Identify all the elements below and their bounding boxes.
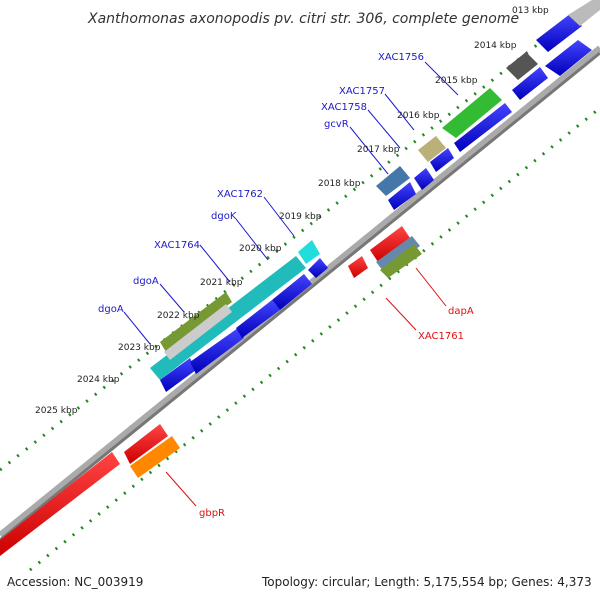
forward-gene-labels: XAC1756 XAC1757 XAC1758 gcvR XAC1762 dgo… [98, 52, 459, 345]
tick-label: 2021 kbp [200, 278, 243, 288]
gene-label[interactable]: dgoA [133, 276, 159, 287]
gene-reverse[interactable] [124, 424, 168, 464]
gene-label[interactable]: XAC1761 [418, 331, 464, 342]
gene-label[interactable]: dapA [448, 306, 474, 317]
gene-forward[interactable] [160, 292, 232, 352]
tick-label: 2025 kbp [35, 406, 78, 416]
reverse-genes [0, 226, 422, 556]
inner-tick-rail [29, 106, 600, 572]
forward-genes [150, 0, 600, 392]
tick-label: 2014 kbp [474, 41, 517, 51]
accession-text: Accession: NC_003919 [7, 575, 143, 589]
gene-forward[interactable] [430, 148, 454, 172]
gene-reverse[interactable] [348, 256, 368, 278]
summary-text: Topology: circular; Length: 5,175,554 bp… [261, 575, 592, 589]
tick-label: 2016 kbp [397, 111, 440, 121]
map-title: Xanthomonas axonopodis pv. citri str. 30… [87, 11, 519, 27]
gene-label[interactable]: XAC1764 [154, 240, 200, 251]
tick-label: 013 kbp [512, 6, 549, 16]
tick-label: 2019 kbp [279, 212, 322, 222]
gene-forward[interactable] [298, 240, 320, 264]
gene-forward[interactable] [236, 300, 280, 338]
gene-label[interactable]: dgoA [98, 304, 124, 315]
gene-reverse[interactable] [370, 226, 410, 262]
gene-forward[interactable] [308, 258, 328, 278]
gene-label[interactable]: XAC1756 [378, 52, 424, 63]
gene-forward[interactable] [442, 88, 502, 138]
gene-forward[interactable] [512, 67, 548, 100]
gene-label[interactable]: XAC1758 [321, 102, 367, 113]
gene-reverse[interactable] [0, 452, 120, 556]
reverse-gene-labels: dapA XAC1761 gbpR [165, 267, 474, 519]
gene-forward[interactable] [536, 14, 582, 52]
tick-label: 2015 kbp [435, 76, 478, 86]
gene-forward[interactable] [454, 103, 512, 152]
gene-label[interactable]: dgoK [211, 211, 237, 222]
gene-forward[interactable] [164, 304, 232, 360]
gene-forward[interactable] [272, 274, 312, 310]
gene-reverse[interactable] [376, 236, 420, 272]
gene-label[interactable]: gcvR [324, 119, 349, 130]
tick-label: 2018 kbp [318, 179, 361, 189]
gene-forward[interactable] [506, 52, 538, 80]
tick-label: 2022 kbp [157, 311, 200, 321]
tick-labels: 013 kbp 2014 kbp 2015 kbp 2016 kbp 2017 … [35, 6, 549, 416]
gene-forward[interactable] [190, 328, 244, 374]
tick-label: 2023 kbp [118, 343, 161, 353]
gene-reverse[interactable] [380, 244, 422, 278]
gene-forward[interactable] [568, 0, 600, 26]
gene-forward[interactable] [150, 256, 306, 380]
gene-forward[interactable] [376, 166, 410, 196]
tick-label: 2020 kbp [239, 244, 282, 254]
gene-forward[interactable] [160, 358, 196, 392]
gene-reverse[interactable] [130, 436, 180, 478]
gene-label[interactable]: gbpR [199, 508, 225, 519]
gene-forward[interactable] [418, 136, 446, 162]
gene-label[interactable]: XAC1757 [339, 86, 385, 97]
gene-forward[interactable] [414, 168, 434, 190]
tick-label: 2024 kbp [77, 375, 120, 385]
gene-forward[interactable] [545, 40, 592, 76]
backbone-dark [0, 51, 600, 542]
gene-forward[interactable] [388, 182, 416, 210]
tick-label: 2017 kbp [357, 145, 400, 155]
gene-label[interactable]: XAC1762 [217, 189, 263, 200]
